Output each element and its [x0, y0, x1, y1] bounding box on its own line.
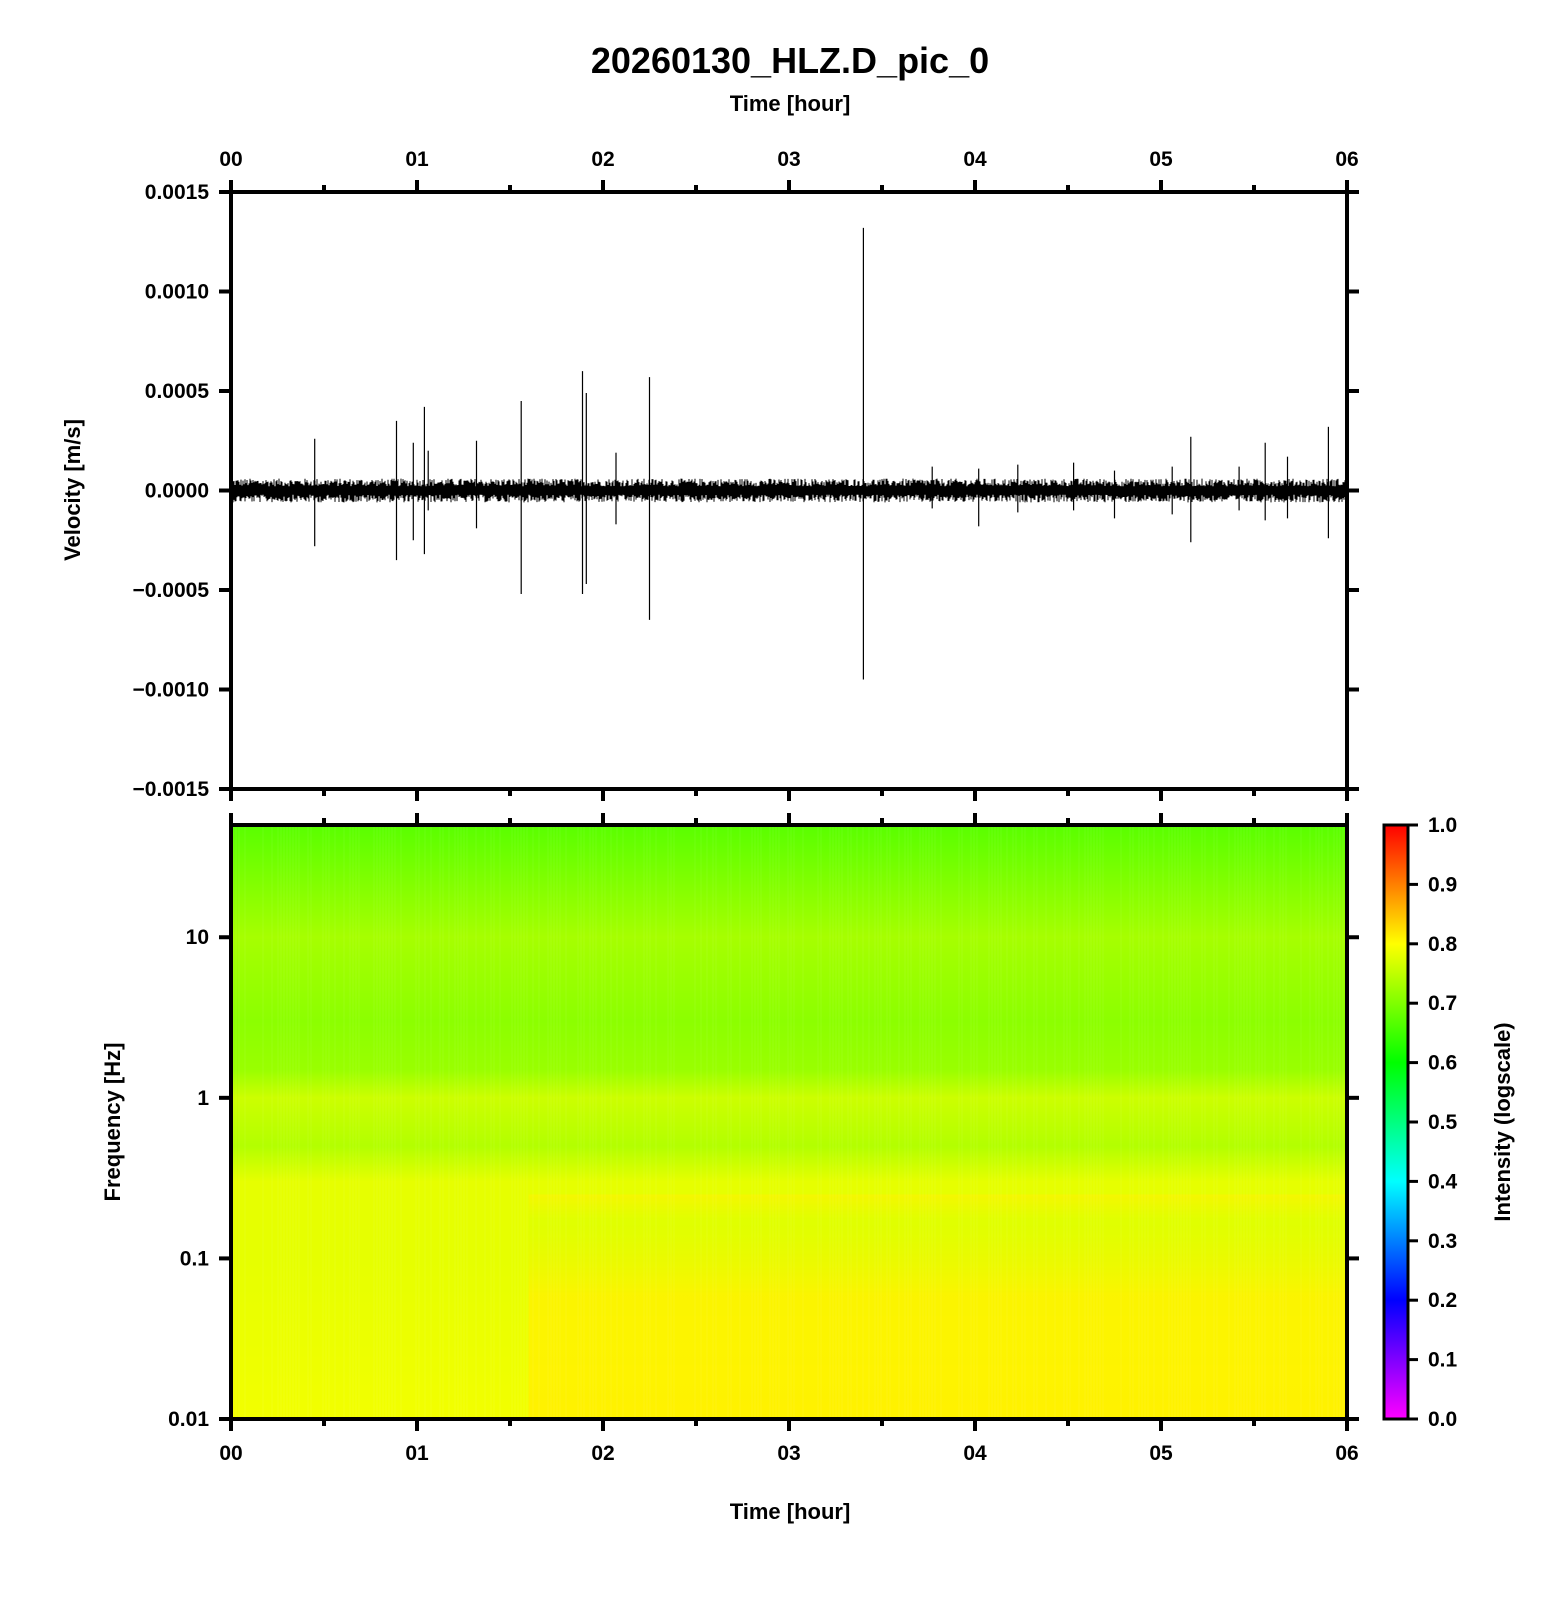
waveform-y-tick-label: 0.0000	[145, 480, 209, 503]
colorbar-label: Intensity (logscale)	[1490, 1022, 1515, 1221]
chart-title: 20260130_HLZ.D_pic_0	[591, 40, 989, 81]
waveform-x-tick-label: 06	[1335, 148, 1358, 171]
waveform-x-tick-label: 05	[1149, 148, 1173, 171]
spectrogram-y-tick-label: 0.01	[168, 1408, 209, 1431]
waveform-y-tick-label: −0.0010	[133, 679, 210, 702]
waveform-y-tick-label: 0.0005	[145, 380, 210, 403]
colorbar-tick-label: 0.7	[1428, 992, 1457, 1015]
colorbar-tick-label: 0.4	[1428, 1170, 1458, 1193]
colorbar-tick-label: 0.3	[1428, 1230, 1457, 1253]
colorbar-tick-label: 0.9	[1428, 873, 1457, 896]
spectrogram-panel: 0.01 0.1 1 10 00 01 02 03 04 05 06 Frequency [Hz]…	[100, 813, 1359, 1524]
waveform-x-tick-label: 03	[777, 148, 800, 171]
colorbar-ticks: 0.0 0.1 0.2 0.3 0.4 0.5 0.6 0.7 0.8 0.9 1.0	[1408, 814, 1458, 1431]
waveform-y-tick-label: −0.0005	[133, 579, 210, 602]
colorbar-tick-label: 0.5	[1428, 1111, 1458, 1134]
spectrogram-y-tick-labels: 0.01 0.1 1 10	[168, 926, 209, 1431]
waveform-x-tick-label: 00	[219, 148, 242, 171]
spectrogram-x-tick-label: 04	[963, 1442, 987, 1465]
bottom-x-axis-label: Time [hour]	[730, 1499, 851, 1524]
waveform-x-tick-label: 01	[405, 148, 429, 171]
waveform-ticks	[219, 180, 1359, 801]
spectrogram-ticks	[219, 813, 1359, 1431]
spectrogram-low-frequency-shift	[528, 1194, 1347, 1419]
spectrogram-x-tick-label: 03	[777, 1442, 800, 1465]
top-x-axis-label: Time [hour]	[730, 91, 851, 116]
waveform-x-tick-label: 02	[591, 148, 614, 171]
colorbar-tick-label: 0.2	[1428, 1289, 1457, 1312]
spectrogram-x-tick-label: 06	[1335, 1442, 1358, 1465]
waveform-spikes	[314, 227, 1330, 680]
spectrogram-x-tick-labels: 00 01 02 03 04 05 06	[219, 1442, 1358, 1465]
waveform-y-tick-label: 0.0010	[145, 281, 209, 304]
waveform-x-tick-labels: 00 01 02 03 04 05 06	[219, 148, 1358, 171]
spectrogram-y-tick-label: 0.1	[180, 1247, 210, 1270]
waveform-y-axis-label: Velocity [m/s]	[60, 419, 85, 561]
spectrogram-x-tick-label: 00	[219, 1442, 242, 1465]
waveform-y-tick-label: −0.0015	[133, 778, 210, 801]
waveform-y-tick-label: 0.0015	[145, 181, 210, 204]
spectrogram-y-axis-label: Frequency [Hz]	[100, 1043, 125, 1202]
colorbar-tick-label: 1.0	[1428, 814, 1457, 837]
spectrogram-y-tick-label: 10	[186, 926, 209, 949]
spectrogram-x-tick-label: 05	[1149, 1442, 1173, 1465]
spectrogram-x-tick-label: 02	[591, 1442, 614, 1465]
spectrogram-y-tick-label: 1	[197, 1087, 209, 1110]
colorbar-tick-label: 0.8	[1428, 933, 1458, 956]
colorbar-tick-label: 0.6	[1428, 1052, 1457, 1075]
colorbar-scale	[1382, 823, 1410, 1421]
waveform-panel: 0.0015 0.0010 0.0005 0.0000 −0.0005 −0.0010 −0…	[60, 148, 1359, 801]
colorbar: 0.0 0.1 0.2 0.3 0.4 0.5 0.6 0.7 0.8 0.9 1.0 Intens…	[1382, 814, 1515, 1431]
waveform-y-tick-labels: 0.0015 0.0010 0.0005 0.0000 −0.0005 −0.0010 −0…	[133, 181, 210, 801]
colorbar-tick-label: 0.1	[1428, 1349, 1458, 1372]
colorbar-tick-label: 0.0	[1428, 1408, 1457, 1431]
spectrogram-x-tick-label: 01	[405, 1442, 429, 1465]
waveform-x-tick-label: 04	[963, 148, 987, 171]
